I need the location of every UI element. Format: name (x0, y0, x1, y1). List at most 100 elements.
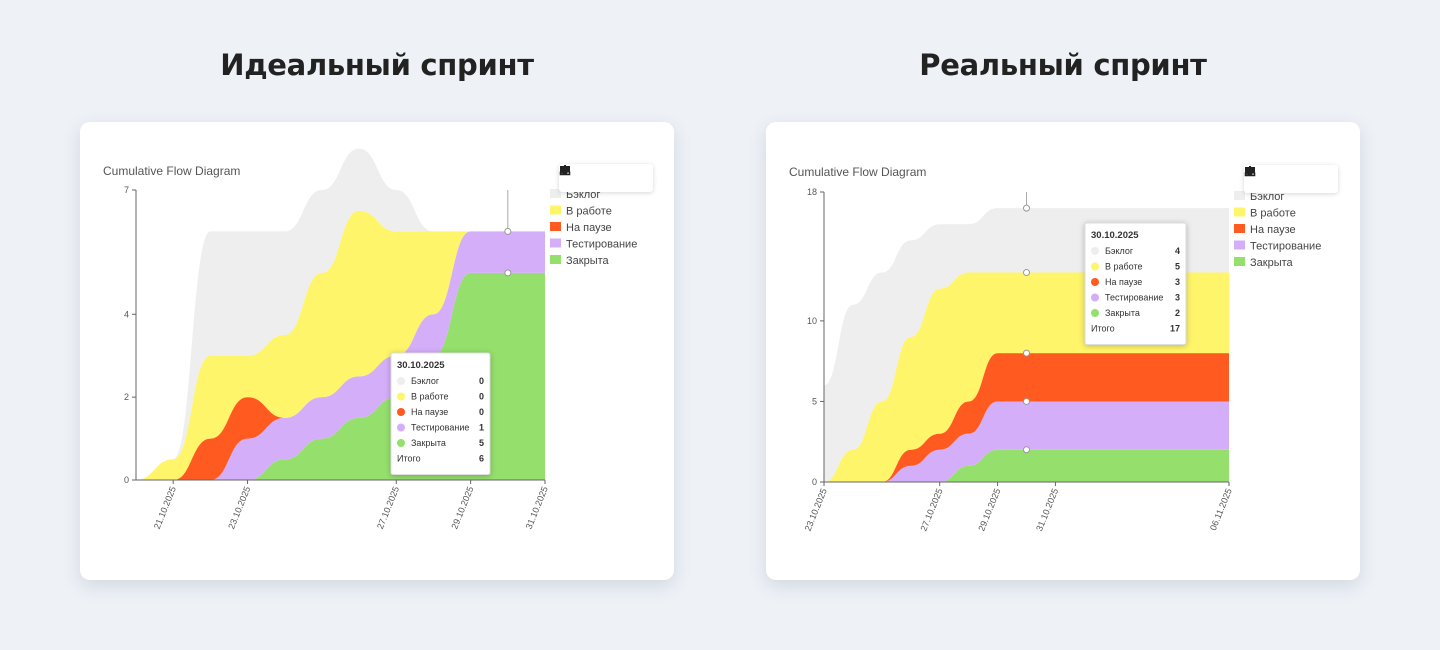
tooltip-value: 0 (479, 392, 484, 402)
chart-title: Cumulative Flow Diagram (103, 164, 240, 178)
y-tick-label: 10 (807, 316, 817, 326)
tooltip-total-label: Итого (1091, 324, 1115, 334)
x-tick-label: 23.10.2025 (803, 487, 829, 533)
tooltip-dot (1091, 278, 1099, 286)
chart-heading-real: Реальный спринт (919, 48, 1207, 82)
chart-card-ideal: Cumulative Flow Diagram 0 2 4 7 21.10.2025 23.… (80, 122, 674, 580)
pencil-icon[interactable] (1246, 166, 1289, 188)
hover-marker (1023, 269, 1030, 277)
hover-marker (1023, 397, 1030, 405)
legend-swatch (550, 238, 561, 248)
hover-marker (1023, 204, 1030, 212)
legend-swatch (1234, 257, 1245, 266)
tooltip-value: 4 (1175, 246, 1180, 256)
area-Закрыта (824, 449, 1229, 482)
tooltip-box (1084, 222, 1187, 345)
tooltip-total-label: Итого (397, 454, 421, 464)
tooltip-total-value: 6 (479, 454, 484, 464)
cfd-chart-ideal: Cumulative Flow Diagram 0 2 4 7 21.10.2025 23.… (103, 148, 637, 531)
area-Бэклог (136, 148, 545, 481)
cfd-chart-real: Cumulative Flow Diagram 0 5 10 18 23.10.2025 2… (789, 165, 1321, 533)
tooltip-dot (1091, 309, 1099, 317)
area-В работе (136, 210, 545, 480)
area-На паузе (824, 353, 1229, 482)
x-tick-label: 23.10.2025 (226, 485, 252, 531)
chart-title: Cumulative Flow Diagram (789, 165, 926, 179)
y-tick-label: 4 (124, 309, 129, 319)
download-icon[interactable] (1244, 166, 1311, 188)
tooltip-value: 2 (1175, 308, 1180, 318)
tooltip-label: Закрыта (411, 438, 446, 448)
tooltip-label: На паузе (411, 407, 448, 417)
tooltip-label: В работе (1105, 262, 1143, 272)
legend-swatch (550, 222, 561, 231)
legend-item: Бэклог (1250, 191, 1284, 203)
tooltip-dot (1091, 247, 1099, 255)
chart-toolbar (1244, 165, 1338, 193)
x-tick-label: 27.10.2025 (375, 485, 401, 531)
y-tick-label: 18 (807, 187, 817, 197)
tooltip-label: Тестирование (1105, 293, 1163, 303)
y-tick-label: 0 (812, 477, 817, 487)
tooltip-label: В работе (411, 392, 449, 402)
area-Бэклог (824, 208, 1229, 482)
y-tick-label: 0 (124, 475, 129, 485)
y-tick-label: 7 (124, 185, 129, 195)
legend-item: На паузе (566, 222, 612, 234)
tooltip-dot (397, 377, 405, 385)
area-Тестирование (824, 401, 1229, 482)
tooltip-dot (397, 408, 405, 416)
pencil-icon[interactable] (561, 165, 604, 187)
y-tick-label: 2 (124, 392, 129, 402)
legend-swatch (1234, 224, 1245, 233)
legend-item: Бэклог (566, 189, 600, 201)
tooltip-date: 30.10.2025 (397, 360, 445, 371)
legend-item: На паузе (1250, 224, 1296, 236)
tooltip-value: 3 (1175, 293, 1180, 303)
tooltip-dot (397, 439, 405, 447)
legend-item: В работе (1250, 208, 1296, 220)
legend-item: В работе (566, 206, 612, 218)
tooltip-dot (397, 392, 405, 401)
trash-icon[interactable] (1246, 166, 1332, 188)
tooltip-dot (1091, 262, 1099, 271)
legend-item: Тестирование (1250, 241, 1321, 253)
tooltip-dot (397, 423, 405, 432)
x-tick-label: 21.10.2025 (152, 485, 178, 531)
download-icon[interactable] (559, 165, 626, 187)
legend-swatch (550, 255, 561, 264)
tooltip-label: Бэклог (1105, 246, 1134, 256)
hover-marker (1023, 349, 1030, 357)
chart-card-real: Cumulative Flow Diagram 0 5 10 18 23.10.2025 2… (766, 122, 1360, 580)
y-tick-label: 5 (812, 396, 817, 406)
legend-item: Тестирование (566, 239, 637, 251)
tooltip-value: 0 (479, 376, 484, 386)
x-tick-label: 29.10.2025 (449, 485, 475, 531)
tooltip-label: Тестирование (411, 423, 469, 433)
hover-marker (504, 227, 512, 235)
tooltip-value: 0 (479, 407, 484, 417)
legend-swatch (550, 205, 561, 215)
x-tick-label: 29.10.2025 (976, 487, 1002, 533)
tooltip-label: На паузе (1105, 277, 1142, 287)
x-tick-label: 06.11.2025 (1208, 487, 1234, 532)
tooltip-value: 5 (1175, 262, 1180, 272)
chart-toolbar (559, 164, 653, 192)
x-tick-label: 31.10.2025 (1034, 487, 1060, 533)
tooltip-label: Бэклог (411, 376, 440, 386)
hover-marker (504, 269, 512, 277)
legend-swatch (1234, 207, 1245, 217)
area-На паузе (136, 231, 545, 480)
tooltip-total-value: 17 (1170, 324, 1180, 334)
trash-icon[interactable] (561, 165, 647, 187)
legend-swatch (550, 189, 561, 198)
legend-item: Закрыта (1250, 257, 1294, 269)
tooltip-value: 1 (479, 423, 484, 433)
x-tick-label: 31.10.2025 (524, 485, 550, 531)
tooltip-label: Закрыта (1105, 308, 1140, 318)
area-Тестирование (136, 231, 545, 480)
tooltip-value: 5 (479, 438, 484, 448)
tooltip-box (390, 352, 491, 475)
x-tick-label: 27.10.2025 (918, 487, 944, 533)
tooltip-value: 3 (1175, 277, 1180, 287)
